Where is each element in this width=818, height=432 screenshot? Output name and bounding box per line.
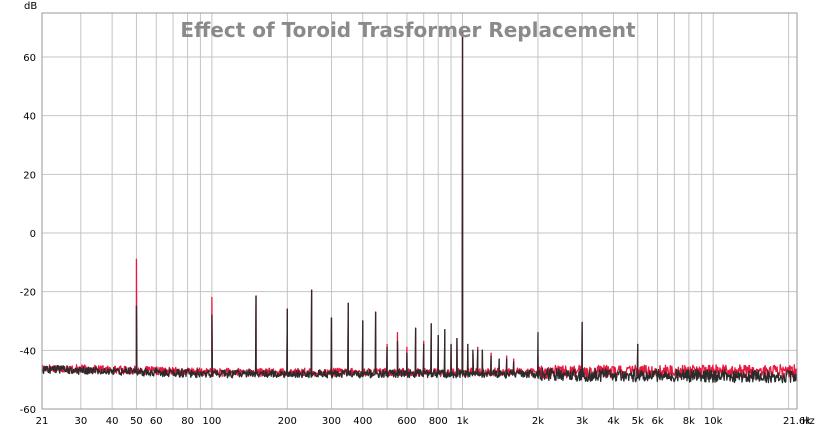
x-tick-label: 21 bbox=[36, 416, 49, 427]
peak-point bbox=[498, 358, 500, 360]
x-tick-label: 60 bbox=[150, 416, 163, 427]
x-tick-label: 300 bbox=[322, 416, 341, 427]
x-axis-unit: Hz bbox=[802, 416, 815, 427]
peak-point bbox=[311, 289, 313, 291]
x-tick-label: 1k bbox=[456, 416, 468, 427]
peak-point bbox=[135, 305, 138, 307]
peak-point bbox=[423, 340, 425, 343]
peak-point bbox=[430, 323, 432, 325]
peak-point bbox=[477, 346, 479, 348]
x-tick-label: 10k bbox=[704, 416, 723, 427]
peak-point bbox=[490, 355, 492, 357]
peak-point bbox=[347, 302, 349, 304]
grid bbox=[42, 13, 797, 410]
x-tick-label: 100 bbox=[202, 416, 221, 427]
peak-point bbox=[396, 340, 399, 343]
peak-point bbox=[330, 317, 333, 319]
peak-point bbox=[406, 352, 408, 354]
y-tick-label: 60 bbox=[23, 53, 36, 64]
x-tick-label: 600 bbox=[397, 416, 416, 427]
y-tick-label: -20 bbox=[20, 288, 36, 299]
peak-point bbox=[386, 346, 388, 348]
y-tick-label: 40 bbox=[23, 112, 36, 123]
peak-point bbox=[211, 296, 213, 299]
peak-point bbox=[444, 329, 446, 331]
x-tick-label: 400 bbox=[353, 416, 372, 427]
x-tick-label: 80 bbox=[181, 416, 194, 427]
peak-point bbox=[537, 332, 539, 334]
tick-labels: 21 30 40 50 60 80 100 200 300 400 600 800 1k 2k 3k 4k 5k… bbox=[20, 53, 812, 427]
x-tick-label: 800 bbox=[429, 416, 448, 427]
x-tick-label: 50 bbox=[130, 416, 143, 427]
peak-point bbox=[513, 361, 515, 363]
x-tick-label: 3k bbox=[576, 416, 588, 427]
series-red-line bbox=[41, 29, 798, 379]
peak-point bbox=[286, 308, 288, 310]
chart-title: Effect of Toroid Trasformer Replacement bbox=[180, 18, 636, 42]
peak-point bbox=[477, 349, 479, 351]
x-tick-label: 5k bbox=[632, 416, 644, 427]
x-tick-label: 2k bbox=[532, 416, 544, 427]
series-layer bbox=[41, 29, 798, 384]
peak-point bbox=[456, 338, 458, 340]
peak-point bbox=[506, 358, 508, 360]
x-tick-label: 40 bbox=[106, 416, 119, 427]
x-tick-label: 6k bbox=[651, 416, 663, 427]
y-tick-label: -40 bbox=[20, 346, 36, 357]
x-tick-label: 4k bbox=[607, 416, 619, 427]
peak-point bbox=[481, 349, 483, 351]
peak-point bbox=[450, 343, 452, 346]
peak-point bbox=[396, 332, 399, 334]
peak-point bbox=[135, 258, 138, 260]
peak-point bbox=[472, 349, 474, 351]
x-tick-label: 8k bbox=[683, 416, 695, 427]
peak-point bbox=[211, 314, 213, 316]
peak-point bbox=[506, 355, 508, 357]
peak-point bbox=[461, 30, 464, 32]
x-tick-label: 200 bbox=[278, 416, 297, 427]
peak-point bbox=[437, 335, 439, 337]
plot-frame bbox=[41, 12, 798, 410]
peak-point bbox=[581, 321, 583, 324]
x-tick-label: 21.6k bbox=[783, 416, 811, 427]
peak-point bbox=[415, 327, 417, 329]
peak-point bbox=[423, 343, 425, 346]
y-axis-unit: dB bbox=[24, 1, 37, 12]
y-tick-label: 20 bbox=[23, 170, 36, 181]
peak-point bbox=[362, 320, 364, 322]
peak-point bbox=[513, 358, 515, 360]
y-tick-label: 0 bbox=[30, 229, 36, 240]
x-tick-label: 30 bbox=[74, 416, 87, 427]
peak-point bbox=[255, 295, 257, 297]
series-black-line bbox=[41, 29, 798, 384]
peak-point bbox=[386, 343, 388, 346]
peak-point bbox=[406, 346, 408, 348]
y-tick-label: -60 bbox=[20, 405, 36, 416]
peak-point bbox=[490, 352, 492, 354]
peak-point bbox=[467, 343, 469, 346]
peak-point bbox=[637, 343, 639, 346]
peak-point bbox=[375, 311, 377, 313]
